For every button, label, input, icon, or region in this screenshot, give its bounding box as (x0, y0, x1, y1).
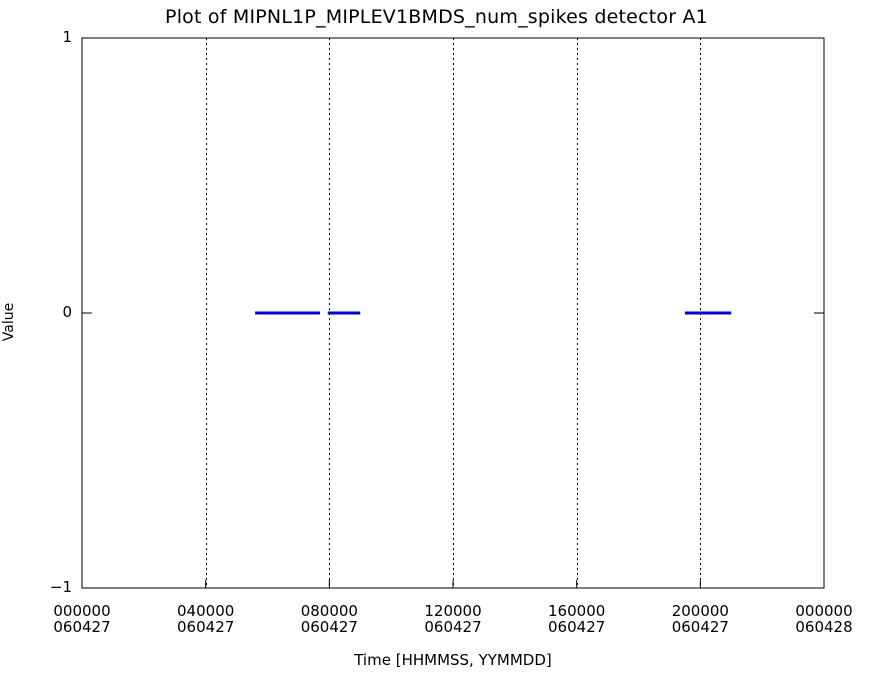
y-tick-label: 1 (62, 28, 72, 46)
x-tick-label: 000000 060427 (53, 602, 111, 636)
y-tick-label: −1 (49, 578, 72, 596)
x-tick-label: 200000 060427 (671, 602, 729, 636)
y-tick-label: 0 (62, 303, 72, 321)
x-tick-label: 120000 060427 (424, 602, 482, 636)
x-tick-label: 040000 060427 (177, 602, 235, 636)
x-axis-label: Time [HHMMSS, YYMMDD] (354, 651, 552, 669)
x-tick-label: 080000 060427 (300, 602, 358, 636)
x-tick-label: 000000 060428 (795, 602, 853, 636)
x-tick-label: 160000 060427 (548, 602, 606, 636)
chart-title: Plot of MIPNL1P_MIPLEV1BMDS_num_spikes d… (165, 6, 708, 28)
